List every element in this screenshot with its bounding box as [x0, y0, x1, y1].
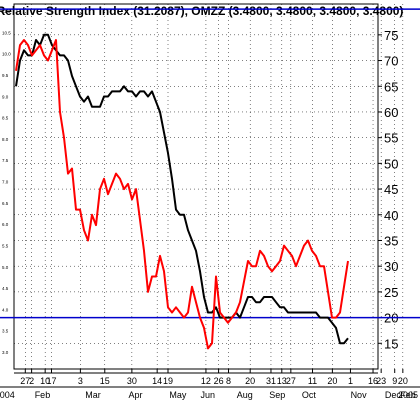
- x-day-label: 9: [392, 376, 397, 386]
- right-tick-label: 15: [384, 336, 398, 351]
- left-tick-label: 3.5: [2, 329, 9, 334]
- left-tick-label: 5.0: [2, 265, 9, 270]
- chart-title: Relative Strength Index (31.2087), OMZZ …: [0, 4, 403, 18]
- left-tick-label: 8.0: [2, 137, 9, 142]
- x-month-label: Oct: [302, 390, 317, 400]
- x-day-label: 17: [46, 376, 56, 386]
- left-tick-label: 7.5: [2, 158, 9, 163]
- left-tick-label: 7.0: [2, 180, 9, 185]
- right-tick-label: 55: [384, 131, 398, 146]
- right-tick-label: 45: [384, 182, 398, 197]
- x-month-label: Feb: [400, 390, 416, 400]
- x-month-label: Nov: [351, 390, 368, 400]
- x-day-label: 20: [327, 376, 337, 386]
- x-day-label: 12: [201, 376, 211, 386]
- right-tick-label: 75: [384, 28, 398, 43]
- right-tick-label: 35: [384, 233, 398, 248]
- x-month-label: Feb: [35, 390, 51, 400]
- left-axis-labels: 11.0 10.5 10.0 9.5 9.0 8.5 8.0 7.5 7.0 6.5 6.0 5.5 5…: [2, 9, 11, 355]
- x-month-label: Sep: [269, 390, 285, 400]
- x-day-label: 19: [163, 376, 173, 386]
- x-day-label: 27: [286, 376, 296, 386]
- left-tick-label: 9.0: [2, 94, 9, 99]
- x-day-label: 10: [40, 376, 50, 386]
- plot-frame: [13, 3, 379, 370]
- series-line-1: [15, 39, 349, 350]
- series-line-0: [15, 33, 349, 345]
- x-day-label: 30: [127, 376, 137, 386]
- x-day-label: 31: [266, 376, 276, 386]
- x-month-label: Aug: [237, 390, 253, 400]
- left-tick-label: 4.5: [2, 286, 9, 291]
- x-day-label: 3: [78, 376, 83, 386]
- right-tick-label: 30: [384, 259, 398, 274]
- right-tick-label: 50: [384, 156, 398, 171]
- x-day-label: 16: [368, 376, 378, 386]
- x-month-label: Dec: [385, 390, 402, 400]
- left-tick-label: 6.0: [2, 222, 9, 227]
- x-day-label: 13: [277, 376, 287, 386]
- x-day-label: 26: [214, 376, 224, 386]
- left-tick-label: 10.0: [2, 52, 11, 57]
- left-tick-label: 11.0: [2, 9, 11, 14]
- right-tick-label: 40: [384, 208, 398, 223]
- left-tick-label: 9.5: [2, 73, 9, 78]
- x-month-label: 004: [0, 390, 15, 400]
- x-day-label: 2: [29, 376, 34, 386]
- x-month-label: May: [169, 390, 187, 400]
- x-day-label: 11: [308, 376, 317, 386]
- right-tick-label: 25: [384, 285, 398, 300]
- x-day-label: 23: [376, 376, 386, 386]
- left-tick-label: 3.0: [2, 350, 9, 355]
- x-day-label: 27: [20, 376, 30, 386]
- x-day-label: 14: [152, 376, 162, 386]
- right-tick-label: 65: [384, 79, 398, 94]
- left-tick-label: 10.5: [2, 30, 11, 35]
- right-tick-label: 60: [384, 105, 398, 120]
- x-month-label: Apr: [128, 390, 142, 400]
- x-month-label: Mar: [85, 390, 101, 400]
- right-tick-label: 70: [384, 54, 398, 69]
- x-day-label: 20: [398, 376, 408, 386]
- left-tick-label: 5.5: [2, 243, 9, 248]
- left-tick-label: 4.0: [2, 307, 9, 312]
- x-day-label: 15: [100, 376, 110, 386]
- x-month-label: Jun: [200, 390, 215, 400]
- x-day-label: 1: [348, 376, 353, 386]
- x-month-label: 2005: [398, 390, 418, 400]
- reference-lines: [0, 8, 420, 319]
- left-tick-label: 6.5: [2, 201, 9, 206]
- x-day-label: 20: [245, 376, 255, 386]
- left-tick-label: 8.5: [2, 116, 9, 121]
- x-day-label: 8: [226, 376, 231, 386]
- series-layer: [15, 33, 349, 350]
